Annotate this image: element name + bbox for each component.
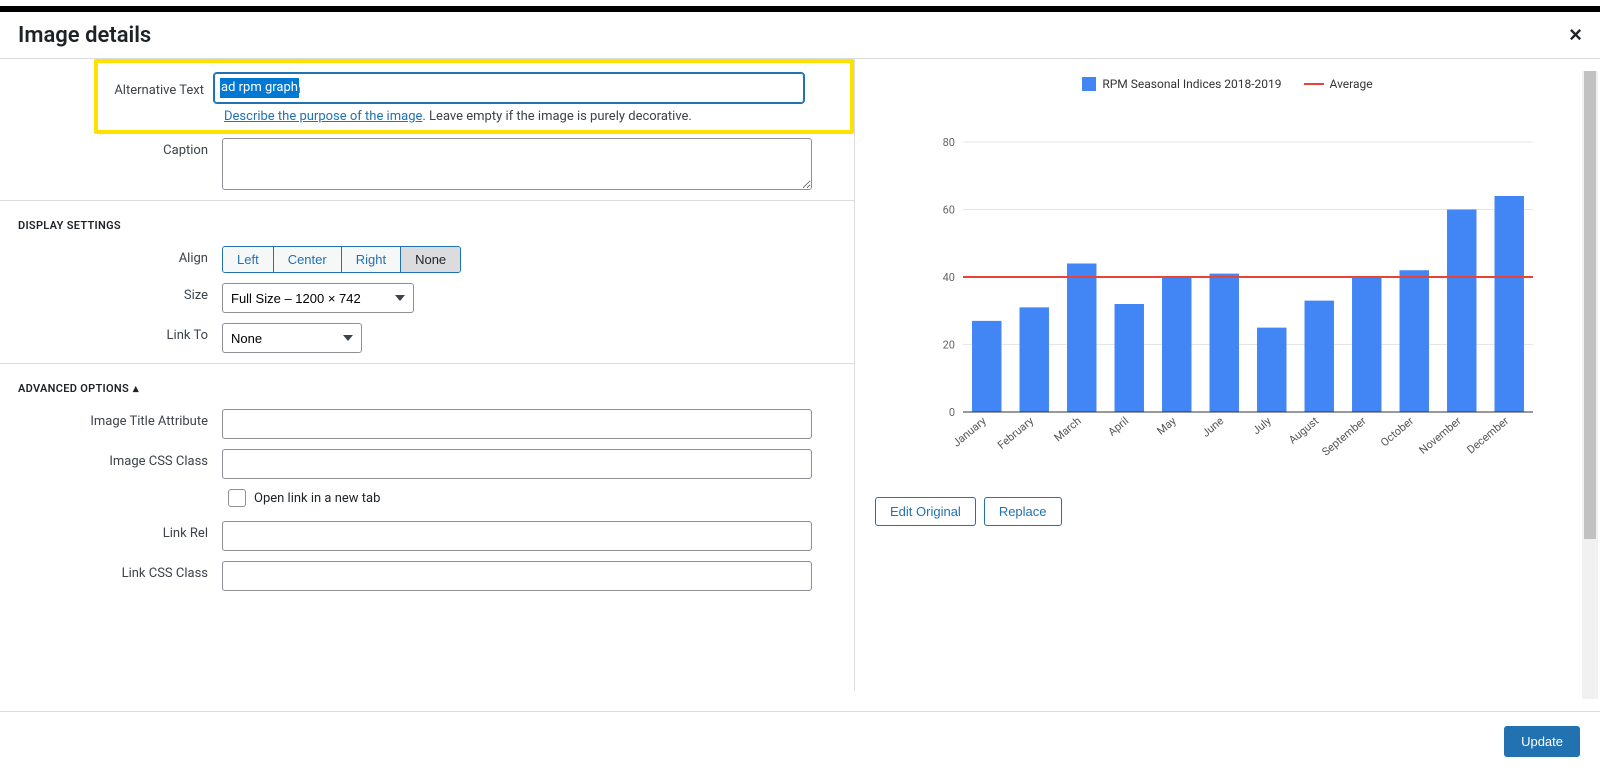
image-actions: Edit Original Replace (875, 497, 1580, 526)
svg-text:May: May (1154, 414, 1179, 438)
alt-text-hint: Describe the purpose of the image. Leave… (224, 109, 840, 124)
svg-text:January: January (950, 414, 989, 450)
update-button[interactable]: Update (1504, 726, 1580, 757)
alt-text-label: Alternative Text (108, 78, 214, 98)
link-to-select[interactable]: None (222, 323, 362, 353)
advanced-options-heading[interactable]: ADVANCED OPTIONS▴ (0, 363, 854, 409)
image-title-input[interactable] (222, 409, 812, 439)
align-right-button[interactable]: Right (342, 247, 401, 272)
legend-item: Average (1304, 77, 1373, 91)
open-new-tab-label: Open link in a new tab (254, 491, 380, 506)
size-select[interactable]: Full Size – 1200 × 742 (222, 283, 414, 313)
scrollbar-thumb[interactable] (1584, 71, 1596, 539)
close-button[interactable]: × (1569, 22, 1582, 48)
image-preview-chart: RPM Seasonal Indices 2018-2019 Average 0 2… (915, 77, 1540, 477)
modal-body: Alternative Text ad rpm graph Describe t… (0, 59, 1600, 691)
scrollbar[interactable] (1582, 71, 1598, 699)
legend-label: Average (1330, 77, 1373, 91)
legend-label: RPM Seasonal Indices 2018-2019 (1102, 77, 1281, 91)
svg-text:November: November (1417, 414, 1464, 457)
preview-pane: RPM Seasonal Indices 2018-2019 Average 0 2… (855, 59, 1600, 691)
svg-text:20: 20 (943, 339, 955, 352)
svg-text:February: February (995, 414, 1037, 452)
svg-text:40: 40 (943, 271, 955, 284)
svg-text:March: March (1052, 414, 1084, 444)
alt-text-selection: ad rpm graph (220, 78, 299, 98)
chart-svg: 0 20 40 60 80 JanuaryFebruary March April May Jun… (915, 97, 1540, 497)
link-rel-label: Link Rel (0, 521, 222, 541)
legend-bar-icon (1082, 77, 1096, 91)
edit-original-button[interactable]: Edit Original (875, 497, 976, 526)
image-css-label: Image CSS Class (0, 449, 222, 469)
align-none-button[interactable]: None (401, 247, 460, 272)
settings-pane: Alternative Text ad rpm graph Describe t… (0, 59, 855, 691)
alt-text-hint-rest: . Leave empty if the image is purely dec… (422, 109, 691, 124)
modal-footer: Update (0, 711, 1600, 771)
link-css-label: Link CSS Class (0, 561, 222, 581)
svg-text:October: October (1378, 414, 1416, 449)
size-label: Size (0, 283, 222, 303)
svg-text:April: April (1106, 414, 1132, 438)
caption-label: Caption (0, 138, 222, 158)
alt-text-highlight: Alternative Text ad rpm graph Describe t… (94, 59, 854, 134)
image-title-label: Image Title Attribute (0, 409, 222, 429)
svg-text:August: August (1286, 414, 1321, 447)
alt-text-input[interactable] (214, 73, 804, 103)
svg-text:0: 0 (949, 406, 955, 419)
link-to-label: Link To (0, 323, 222, 343)
image-details-modal: Image details × Alternative Text ad rpm … (0, 6, 1600, 771)
align-button-group: LeftCenterRightNone (222, 246, 461, 273)
modal-header: Image details × (0, 12, 1600, 59)
legend-line-icon (1304, 83, 1324, 85)
legend-item: RPM Seasonal Indices 2018-2019 (1082, 77, 1281, 91)
caret-up-icon: ▴ (133, 382, 139, 395)
display-settings-heading: DISPLAY SETTINGS (0, 200, 854, 246)
link-rel-input[interactable] (222, 521, 812, 551)
svg-text:September: September (1319, 414, 1368, 458)
caption-input[interactable] (222, 138, 812, 190)
svg-text:60: 60 (943, 204, 955, 217)
svg-text:July: July (1250, 414, 1274, 437)
replace-button[interactable]: Replace (984, 497, 1062, 526)
alt-text-hint-link[interactable]: Describe the purpose of the image (224, 109, 422, 124)
image-css-input[interactable] (222, 449, 812, 479)
align-left-button[interactable]: Left (223, 247, 274, 272)
chart-legend: RPM Seasonal Indices 2018-2019 Average (915, 77, 1540, 91)
link-css-input[interactable] (222, 561, 812, 591)
open-new-tab-checkbox[interactable] (228, 489, 246, 507)
align-label: Align (0, 246, 222, 266)
svg-text:December: December (1464, 414, 1511, 456)
modal-title: Image details (18, 23, 151, 48)
svg-text:80: 80 (943, 136, 955, 149)
svg-text:June: June (1199, 414, 1226, 440)
align-center-button[interactable]: Center (274, 247, 342, 272)
